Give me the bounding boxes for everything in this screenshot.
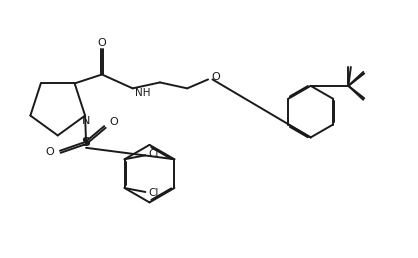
Text: N: N xyxy=(82,116,90,126)
Text: O: O xyxy=(109,117,117,127)
Text: O: O xyxy=(97,38,106,48)
Text: Cl: Cl xyxy=(149,188,159,198)
Text: O: O xyxy=(212,72,220,82)
Text: Cl: Cl xyxy=(149,149,159,159)
Text: NH: NH xyxy=(135,88,150,98)
Text: S: S xyxy=(82,136,91,149)
Text: O: O xyxy=(46,147,54,157)
